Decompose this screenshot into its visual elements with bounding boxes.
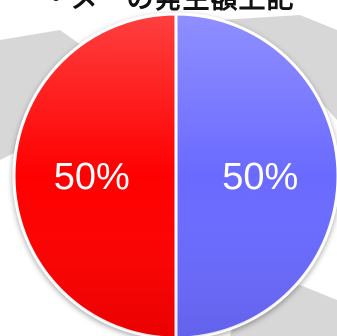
chart-title-fragment: ・メーの発生額上記	[0, 0, 337, 15]
pie-slice-label-1: 50%	[54, 156, 130, 198]
pie-slice-label-2: 50%	[222, 156, 298, 198]
